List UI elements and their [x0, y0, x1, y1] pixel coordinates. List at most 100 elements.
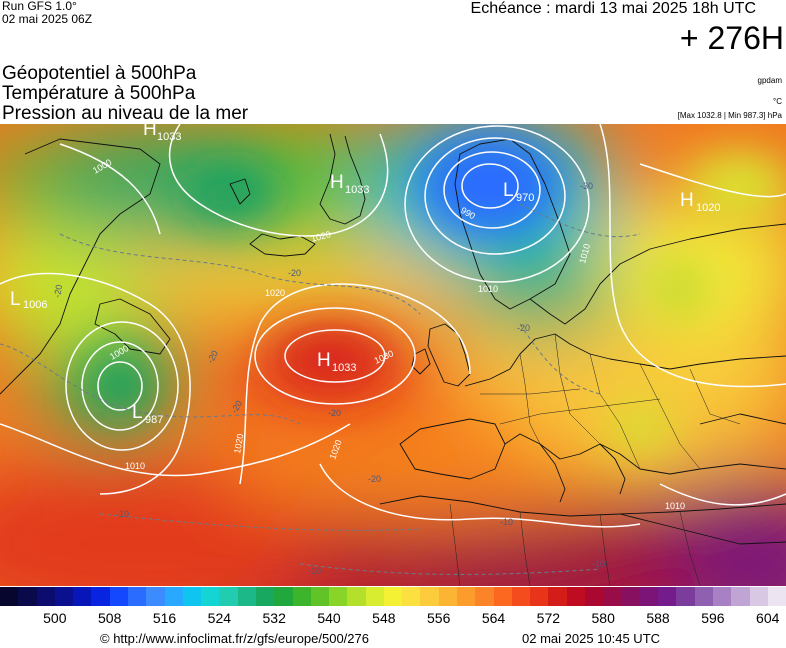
temperature-labels: -20 -20 -20 -20 -20 -10 -10 -10 -10 -20 … — [52, 181, 605, 576]
temperature-label: -20 — [517, 323, 530, 333]
colorbar-swatch — [365, 587, 384, 606]
colorbar-swatch — [18, 587, 37, 606]
pressure-center-letter: L — [503, 180, 514, 201]
parameter-pressure: Pression au niveau de la mer — [2, 103, 249, 124]
pressure-center-letter: L — [10, 289, 21, 310]
colorbar-tick-label: 604 — [756, 610, 780, 626]
colorbar-swatch — [530, 587, 549, 606]
isobars — [0, 124, 786, 528]
pressure-center-scandinavia-low: L 970 — [503, 180, 534, 204]
lead-time-label: + 276H — [679, 20, 784, 56]
forecast-map-svg: H 1033 H 1033 H 1033 L 970 H 1020 — [0, 124, 786, 586]
pressure-center-greenland-high: H 1033 — [330, 172, 369, 196]
isobar-label: 1010 — [478, 284, 498, 294]
colorbar-swatch — [457, 587, 476, 606]
colorbar-swatch — [0, 587, 19, 606]
pressure-center-value: 970 — [516, 192, 534, 204]
pressure-center-letter: H — [143, 124, 157, 140]
isobar-label: 1020 — [265, 288, 285, 298]
isobar-label: 1010 — [125, 461, 145, 471]
colorbar-tick-label: 508 — [97, 610, 122, 626]
colorbar-swatch — [127, 587, 147, 606]
colorbar-swatch — [585, 587, 604, 606]
country-borders — [449, 333, 741, 586]
colorbar-swatch — [36, 587, 55, 606]
colorbar-tick-label: 532 — [262, 610, 286, 626]
parameter-temperature: Température à 500hPa — [2, 83, 196, 104]
pressure-center-newfoundland-low: L 1006 — [10, 289, 47, 311]
colorbar-swatch — [438, 587, 458, 606]
colorbar-swatch — [219, 587, 238, 606]
pressure-centers: H 1033 H 1033 H 1033 L 970 H 1020 — [10, 124, 720, 426]
colorbar-tick-label: 524 — [207, 610, 232, 626]
colorbar-swatch — [621, 587, 640, 606]
colorbar-tick-label: 540 — [317, 610, 341, 626]
colorbar-swatch — [731, 587, 750, 606]
colorbar-swatch — [383, 587, 403, 606]
colorbar-swatch — [712, 587, 732, 606]
colorbar-tick-label: 500 — [43, 610, 67, 626]
colorbar-swatch — [201, 587, 220, 606]
pressure-center-value: 1006 — [23, 299, 47, 311]
colorbar-swatch — [237, 587, 256, 606]
footer-generated-date: 02 mai 2025 10:45 UTC — [522, 631, 661, 646]
colorbar-tick-label: 516 — [152, 610, 177, 626]
valid-time-label: Echéance : mardi 13 mai 2025 18h UTC — [470, 0, 756, 17]
forecast-map: H 1033 H 1033 H 1033 L 970 H 1020 — [0, 124, 786, 586]
temperature-isotherms — [0, 203, 641, 575]
temperature-label: -10 — [592, 559, 605, 569]
isobar-label: 1020 — [232, 433, 245, 454]
colorbar-swatch — [182, 587, 202, 606]
pressure-center-azores-high: H 1033 — [317, 350, 356, 374]
colorbar-swatch — [658, 587, 677, 606]
footer-source-url: © http://www.infoclimat.fr/z/gfs/europe/… — [100, 631, 369, 646]
pressure-center-north-atlantic-high: H 1033 — [143, 124, 181, 143]
pressure-center-atlantic-low: L 987 — [132, 402, 163, 426]
isobar-label: 1010 — [665, 501, 685, 511]
pressure-center-value: 1033 — [157, 131, 181, 143]
temperature-label: -10 — [500, 517, 513, 527]
colorbar-swatch — [164, 587, 183, 606]
geopotential-field — [0, 124, 786, 586]
pressure-center-value: 1020 — [696, 202, 720, 214]
colorbar-tick-label: 548 — [372, 610, 396, 626]
colorbar-tick-labels: 500 508 516 524 532 540 548 556 564 572 580 588 596 6… — [0, 610, 786, 626]
isobar-labels: 1000 1020 990 1010 1020 1030 1010 1020 1… — [91, 157, 685, 511]
pressure-center-russia-high: H 1020 — [680, 190, 720, 214]
colorbar-swatch — [310, 587, 330, 606]
pressure-center-letter: H — [317, 350, 331, 371]
colorbar-swatch — [676, 587, 695, 606]
colorbar — [0, 587, 786, 606]
unit-pressure-range: [Max 1032.8 | Min 987.3] hPa — [677, 111, 782, 120]
colorbar-swatch — [511, 587, 531, 606]
temperature-label: -20 — [368, 474, 381, 484]
colorbar-swatch — [639, 587, 659, 606]
coastlines — [0, 133, 786, 545]
temperature-label: -20 — [328, 408, 341, 418]
run-model-label: Run GFS 1.0° — [2, 0, 77, 13]
colorbar-tick-label: 596 — [701, 610, 725, 626]
run-date-label: 02 mai 2025 06Z — [2, 12, 93, 26]
colorbar-tick-label: 564 — [481, 610, 506, 626]
colorbar-swatch — [566, 587, 585, 606]
unit-geopotential: gpdam — [757, 76, 782, 85]
colorbar-swatch — [493, 587, 512, 606]
colorbar-swatch — [548, 587, 567, 606]
pressure-center-letter: H — [680, 190, 694, 211]
colorbar-swatch — [694, 587, 713, 606]
parameter-geopotential: Géopotentiel à 500hPa — [2, 63, 197, 84]
temperature-label: -20 — [52, 284, 64, 299]
colorbar-swatch — [255, 587, 275, 606]
pressure-center-value: 1033 — [332, 362, 356, 374]
pressure-center-value: 1033 — [345, 184, 369, 196]
colorbar-tick-label: 572 — [536, 610, 561, 626]
colorbar-tick-label: 556 — [427, 610, 451, 626]
colorbar-swatch — [91, 587, 110, 606]
colorbar-swatch — [274, 587, 293, 606]
colorbar-swatch — [292, 587, 311, 606]
colorbar-tick-label: 580 — [591, 610, 615, 626]
colorbar-swatch — [603, 587, 622, 606]
colorbar-swatch — [73, 587, 92, 606]
colorbar-swatch — [146, 587, 165, 606]
